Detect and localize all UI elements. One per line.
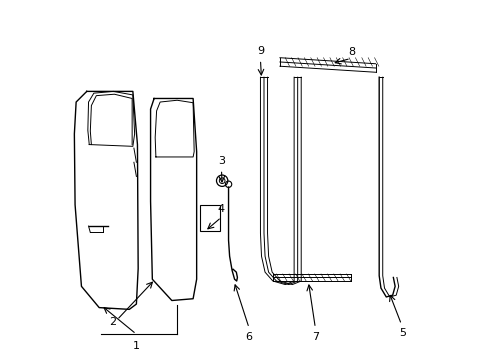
Text: 3: 3 xyxy=(218,156,224,166)
Text: 7: 7 xyxy=(311,332,318,342)
Bar xyxy=(200,205,219,231)
Text: 6: 6 xyxy=(245,332,252,342)
Text: 4: 4 xyxy=(218,204,224,214)
Text: 9: 9 xyxy=(256,46,264,56)
Text: 8: 8 xyxy=(347,47,355,57)
Text: 5: 5 xyxy=(398,328,405,338)
Text: 1: 1 xyxy=(133,341,140,351)
Text: 2: 2 xyxy=(109,317,116,327)
